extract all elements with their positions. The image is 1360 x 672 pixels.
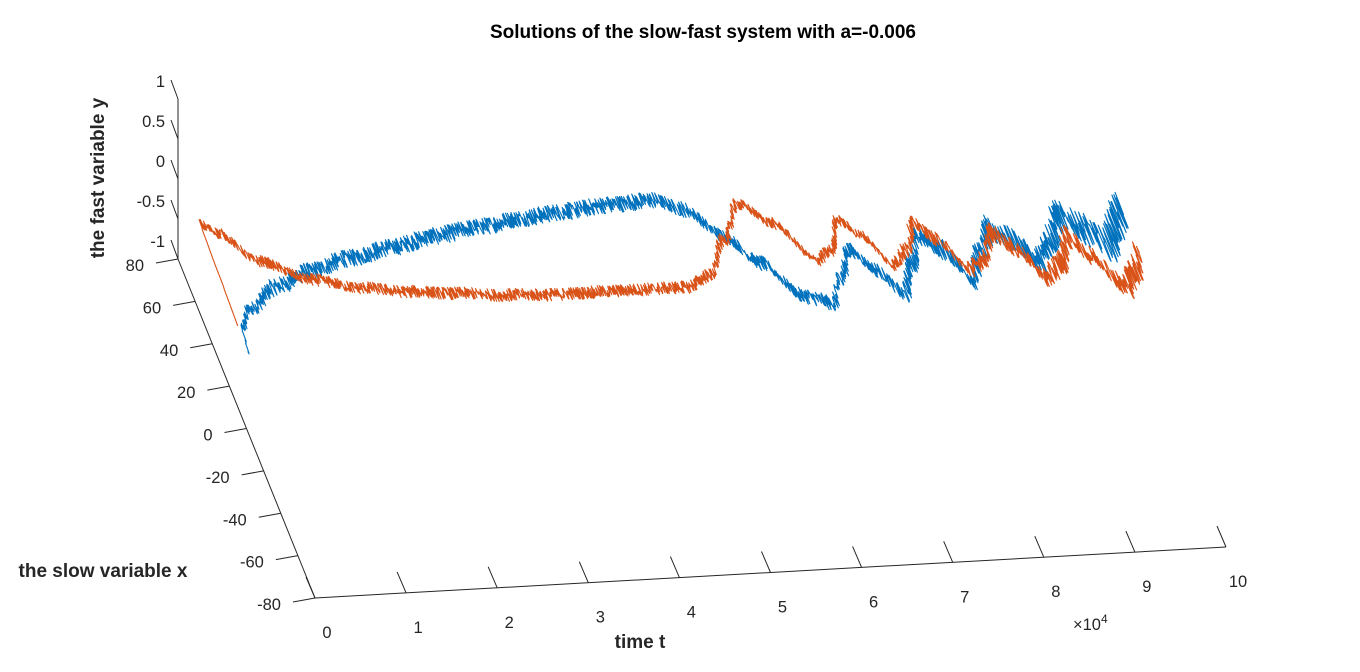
z-tick-label: 0 (156, 153, 165, 171)
z-tick-mark (170, 199, 179, 220)
y-tick-mark (258, 512, 281, 518)
x-axis-label: time t (615, 632, 666, 653)
z-tick-mark (170, 239, 179, 260)
x-tick-label: 10 (1229, 573, 1247, 591)
y-tick-mark (173, 300, 196, 306)
chart-title: Solutions of the slow-fast system with a… (490, 22, 916, 43)
x-tick-label: 3 (596, 609, 605, 627)
z-tick-label: 0.5 (142, 113, 165, 131)
x-tick-mark (305, 576, 316, 599)
series-line-2 (198, 198, 1144, 326)
z-tick-label: -0.5 (137, 193, 165, 211)
x-tick-mark (943, 541, 954, 563)
z-axis-label: the fast variable y (88, 97, 109, 258)
z-tick-label: -1 (150, 233, 165, 251)
z-tick-mark (170, 119, 179, 140)
x-tick-label: 9 (1142, 578, 1151, 596)
x-tick-mark (1216, 525, 1227, 548)
y-tick-mark (241, 470, 264, 476)
z-tick-label: 1 (156, 73, 165, 91)
x-tick-label: 7 (960, 588, 969, 606)
z-tick-mark (170, 79, 179, 100)
y-tick-label: 0 (203, 427, 212, 445)
x-tick-mark (396, 571, 407, 594)
y-tick-label: -40 (223, 511, 247, 529)
x-tick-mark (852, 546, 863, 568)
y-tick-label: 80 (126, 257, 144, 275)
y-tick-label: -20 (206, 469, 230, 487)
y-tick-mark (224, 428, 247, 433)
x-tick-mark (487, 566, 498, 588)
x-axis-exponent: ×104 (1073, 612, 1108, 634)
x-tick-label: 4 (687, 604, 696, 622)
y-tick-label: -60 (240, 554, 264, 572)
x-tick-label: 0 (322, 624, 331, 642)
y-tick-label: -80 (257, 596, 281, 614)
x-tick-mark (1034, 536, 1045, 558)
series-line-1 (240, 191, 1129, 355)
x-tick-label: 5 (778, 599, 787, 617)
x-tick-label: 8 (1051, 583, 1060, 601)
y-tick-label: 20 (177, 384, 195, 402)
y-axis-label: the slow variable x (19, 561, 188, 582)
y-tick-mark (155, 258, 179, 264)
x-tick-label: 2 (505, 614, 514, 632)
y-tick-mark (275, 555, 298, 561)
y-tick-label: 60 (143, 299, 161, 317)
z-tick-mark (170, 159, 179, 180)
x-tick-label: 6 (869, 593, 878, 611)
x-tick-mark (761, 551, 771, 573)
y-tick-label: 40 (160, 342, 178, 360)
x-tick-mark (669, 556, 680, 578)
x-tick-mark (1125, 530, 1136, 553)
y-tick-mark (207, 385, 230, 391)
x-tick-mark (578, 561, 589, 583)
y-tick-mark (292, 597, 316, 603)
x-tick-label: 1 (414, 619, 423, 637)
y-tick-mark (190, 343, 213, 349)
